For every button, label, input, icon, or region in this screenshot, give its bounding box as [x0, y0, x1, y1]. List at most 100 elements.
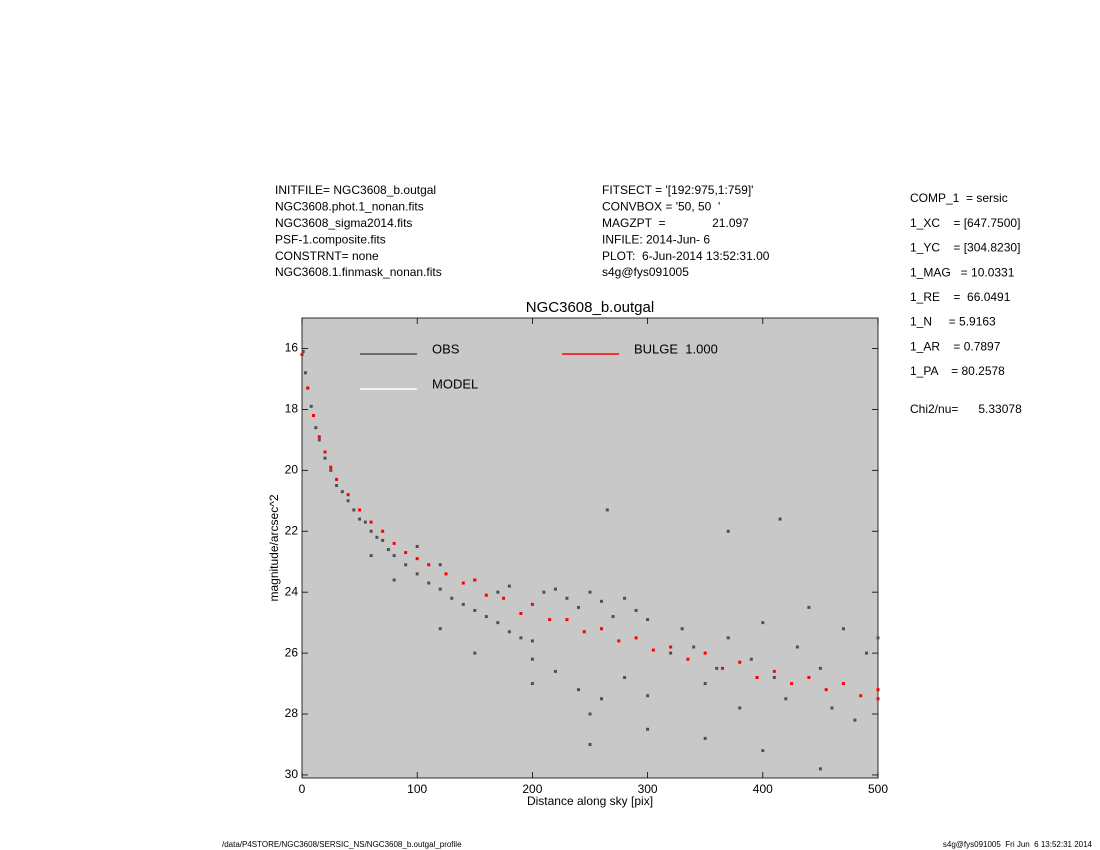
- data-point: [669, 645, 673, 649]
- data-point: [565, 596, 569, 600]
- data-point: [496, 590, 500, 594]
- data-point: [715, 666, 719, 670]
- y-tick-label: 30: [285, 767, 299, 781]
- data-point: [444, 572, 448, 576]
- data-point: [427, 563, 431, 567]
- data-point: [438, 627, 442, 631]
- data-point: [623, 596, 627, 600]
- data-point: [415, 572, 419, 576]
- data-point: [790, 682, 794, 686]
- x-tick-label: 400: [753, 782, 773, 796]
- data-point: [853, 718, 857, 722]
- data-point: [340, 490, 344, 494]
- data-point: [582, 630, 586, 634]
- data-point: [530, 657, 534, 661]
- data-point: [473, 578, 477, 582]
- data-point: [588, 742, 592, 746]
- data-point: [309, 404, 313, 408]
- data-point: [824, 688, 828, 692]
- data-point: [686, 657, 690, 661]
- footer-path: /data/P4STORE/NGC3608/SERSIC_NS/NGC3608_…: [222, 840, 462, 849]
- data-point: [335, 484, 339, 488]
- data-point: [864, 651, 868, 655]
- header-middle-line: PLOT: 6-Jun-2014 13:52:31.00: [602, 249, 770, 263]
- data-point: [392, 578, 396, 582]
- data-point: [588, 712, 592, 716]
- data-point: [386, 548, 390, 552]
- data-point: [381, 538, 385, 542]
- data-point: [461, 581, 465, 585]
- data-point: [600, 627, 604, 631]
- header-left-line: INITFILE= NGC3608_b.outgal: [275, 183, 436, 197]
- data-point: [301, 350, 305, 354]
- data-point: [306, 386, 310, 390]
- y-tick-label: 16: [285, 341, 299, 355]
- header-middle-line: INFILE: 2014-Jun- 6: [602, 232, 710, 246]
- y-tick-label: 26: [285, 645, 299, 659]
- data-point: [588, 590, 592, 594]
- data-point: [329, 465, 333, 469]
- data-point: [623, 675, 627, 679]
- x-tick-label: 100: [407, 782, 427, 796]
- data-point: [461, 602, 465, 606]
- header-right-line: 1_YC = [304.8230]: [910, 241, 1020, 255]
- data-point: [369, 520, 373, 524]
- data-point: [450, 596, 454, 600]
- data-point: [841, 682, 845, 686]
- data-point: [438, 587, 442, 591]
- data-point: [876, 688, 880, 692]
- data-point: [703, 736, 707, 740]
- chi-square: Chi2/nu= 5.33078: [910, 402, 1022, 416]
- data-point: [553, 587, 557, 591]
- data-point: [358, 508, 362, 512]
- data-point: [703, 651, 707, 655]
- data-point: [404, 563, 408, 567]
- data-point: [876, 636, 880, 640]
- data-point: [317, 438, 321, 442]
- data-point: [720, 666, 724, 670]
- data-point: [530, 682, 534, 686]
- header-left-line: PSF-1.composite.fits: [275, 232, 386, 246]
- data-point: [761, 621, 765, 625]
- data-point: [738, 660, 742, 664]
- data-point: [519, 636, 523, 640]
- data-point: [352, 508, 356, 512]
- data-point: [415, 544, 419, 548]
- data-point: [375, 535, 379, 539]
- data-point: [772, 669, 776, 673]
- data-point: [795, 645, 799, 649]
- data-point: [876, 697, 880, 701]
- data-point: [530, 602, 534, 606]
- data-point: [323, 456, 327, 460]
- x-tick-label: 500: [868, 782, 888, 796]
- data-point: [755, 675, 759, 679]
- data-point: [576, 688, 580, 692]
- data-point: [530, 639, 534, 643]
- data-point: [519, 611, 523, 615]
- header-middle-line: s4g@fys091005: [602, 265, 689, 279]
- data-point: [726, 636, 730, 640]
- header-right-line: 1_XC = [647.7500]: [910, 216, 1020, 230]
- header-left-line: NGC3608.1.finmask_nonan.fits: [275, 265, 442, 279]
- data-point: [323, 450, 327, 454]
- data-point: [818, 767, 822, 771]
- data-point: [651, 648, 655, 652]
- data-point: [646, 694, 650, 698]
- data-point: [363, 520, 367, 524]
- data-point: [329, 468, 333, 472]
- data-point: [369, 554, 373, 558]
- data-point: [496, 621, 500, 625]
- y-axis-label: magnitude/arcsec^2: [267, 494, 281, 601]
- header-right-line: 1_RE = 66.0491: [910, 290, 1011, 304]
- legend-label: BULGE 1.000: [634, 341, 718, 356]
- data-point: [807, 675, 811, 679]
- data-point: [473, 608, 477, 612]
- data-point: [381, 529, 385, 533]
- header-middle-line: MAGZPT = 21.097: [602, 216, 749, 230]
- data-point: [646, 618, 650, 622]
- x-tick-label: 0: [299, 782, 306, 796]
- data-point: [680, 627, 684, 631]
- data-point: [314, 426, 318, 430]
- data-point: [312, 413, 316, 417]
